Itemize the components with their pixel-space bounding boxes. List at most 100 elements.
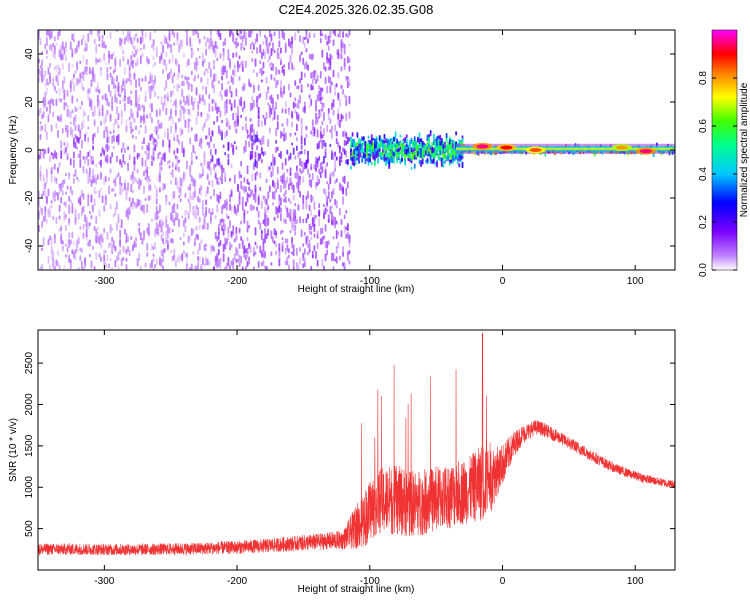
heatmap-cell bbox=[139, 206, 142, 211]
heatmap-cell bbox=[318, 85, 321, 90]
heatmap-cell bbox=[383, 140, 386, 145]
heatmap-cell bbox=[248, 182, 251, 186]
heatmap-cell bbox=[209, 30, 212, 36]
heatmap-cell bbox=[214, 164, 217, 168]
heatmap-cell bbox=[374, 138, 376, 145]
heatmap-cell bbox=[65, 102, 67, 106]
heatmap-cell bbox=[171, 228, 174, 233]
heatmap-cell bbox=[491, 147, 493, 150]
heatmap-cell bbox=[100, 240, 102, 249]
heatmap-cell bbox=[429, 146, 432, 151]
heatmap-cell bbox=[152, 253, 155, 257]
heatmap-cell bbox=[294, 231, 297, 236]
heatmap-cell bbox=[162, 153, 165, 161]
heatmap-cell bbox=[203, 222, 206, 230]
heatmap-cell bbox=[270, 66, 273, 71]
heatmap-cell bbox=[375, 141, 378, 148]
heatmap-cell bbox=[297, 114, 300, 122]
heatmap-cell bbox=[260, 137, 263, 146]
heatmap-cell bbox=[165, 234, 168, 241]
heatmap-cell bbox=[233, 64, 236, 69]
heatmap-cell bbox=[116, 222, 118, 232]
heatmap-cell bbox=[324, 253, 327, 262]
heatmap-cell bbox=[176, 257, 179, 263]
heatmap-cell bbox=[208, 180, 211, 186]
heatmap-cell bbox=[303, 148, 306, 155]
heatmap-cell bbox=[82, 54, 85, 62]
heatmap-cell bbox=[181, 178, 184, 187]
heatmap-cell bbox=[302, 243, 305, 248]
heatmap-cell bbox=[252, 246, 255, 255]
heatmap-cell bbox=[302, 57, 305, 66]
heatmap-cell bbox=[166, 92, 169, 98]
heatmap-cell bbox=[213, 266, 215, 270]
heatmap-cell bbox=[45, 49, 48, 55]
heatmap-cell bbox=[108, 57, 110, 64]
heatmap-cell bbox=[428, 133, 430, 138]
heatmap-cell bbox=[415, 152, 418, 159]
heatmap-cell bbox=[203, 263, 206, 267]
heatmap-cell bbox=[123, 66, 126, 76]
heatmap-cell bbox=[286, 176, 289, 184]
heatmap-cell bbox=[200, 265, 203, 270]
heatmap-cell bbox=[173, 132, 176, 138]
heatmap-cell bbox=[100, 120, 102, 126]
heatmap-cell bbox=[367, 144, 370, 150]
heatmap-cell bbox=[224, 242, 227, 250]
heatmap-cell bbox=[286, 207, 289, 213]
heatmap-cell bbox=[47, 147, 50, 154]
heatmap-cell bbox=[248, 224, 251, 229]
heatmap-cell bbox=[321, 139, 324, 149]
colorbar: 0.00.20.40.60.8 Normalized spectral ampl… bbox=[698, 29, 750, 277]
heatmap-cell bbox=[157, 210, 160, 215]
heatmap-cell bbox=[219, 129, 222, 137]
heatmap-cell bbox=[238, 227, 241, 233]
y-tick-label: 40 bbox=[24, 48, 35, 60]
heatmap-cell bbox=[202, 94, 204, 103]
heatmap-cell bbox=[219, 90, 222, 97]
heatmap-cell bbox=[564, 147, 566, 150]
heatmap-cell bbox=[252, 205, 255, 210]
heatmap-cell bbox=[240, 180, 243, 190]
heatmap-cell bbox=[280, 175, 282, 183]
heatmap-cell bbox=[315, 100, 317, 107]
heatmap-cell bbox=[192, 205, 195, 210]
heatmap-cell bbox=[310, 130, 313, 135]
heatmap-cell bbox=[88, 30, 91, 35]
heatmap-cell bbox=[444, 146, 446, 154]
heatmap-cell bbox=[586, 147, 588, 150]
heatmap-cell bbox=[133, 163, 136, 172]
heatmap-cell bbox=[182, 96, 185, 103]
heatmap-cell bbox=[106, 126, 109, 133]
heatmap-cell bbox=[224, 100, 227, 109]
heatmap-cell bbox=[252, 139, 255, 146]
heatmap-cell bbox=[190, 96, 193, 105]
heatmap-cell bbox=[123, 182, 126, 191]
heatmap-cell bbox=[324, 142, 327, 148]
heatmap-cell bbox=[259, 46, 262, 52]
heatmap-cell bbox=[155, 46, 158, 55]
heatmap-cell bbox=[96, 94, 99, 102]
heatmap-cell bbox=[214, 148, 217, 155]
heatmap-cell bbox=[332, 215, 335, 220]
heatmap-cell bbox=[246, 227, 249, 233]
heatmap-cell bbox=[53, 85, 56, 91]
heatmap-cell bbox=[342, 196, 344, 205]
heatmap-cell bbox=[147, 143, 150, 148]
heatmap-cell bbox=[116, 97, 118, 104]
heatmap-cell bbox=[127, 58, 129, 66]
heatmap-cell bbox=[93, 105, 96, 114]
heatmap-cell bbox=[138, 183, 141, 191]
heatmap-cell bbox=[149, 184, 152, 191]
heatmap-cell bbox=[95, 235, 98, 239]
heatmap-cell bbox=[315, 214, 317, 219]
heatmap-cell bbox=[409, 154, 411, 159]
heatmap-cell bbox=[249, 154, 252, 161]
heatmap-cell bbox=[343, 214, 346, 220]
heatmap-cell bbox=[240, 30, 243, 35]
heatmap-cell bbox=[69, 111, 72, 119]
heatmap-cell bbox=[311, 172, 314, 181]
heatmap-cell bbox=[272, 42, 274, 52]
heatmap-cell bbox=[57, 71, 59, 79]
heatmap-cell bbox=[65, 214, 67, 219]
